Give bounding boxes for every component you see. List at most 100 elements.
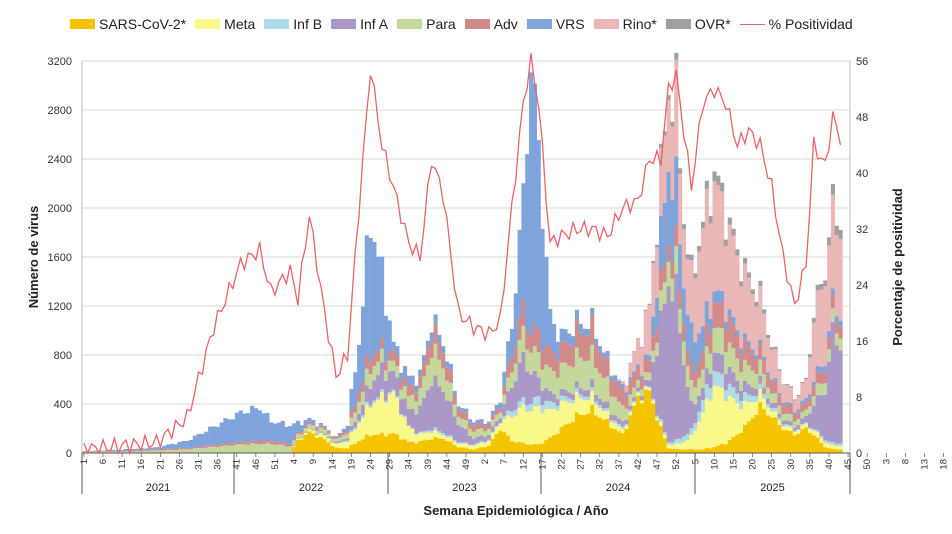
bar-segment: [548, 409, 552, 438]
bar-segment: [735, 330, 739, 336]
bar-segment: [315, 434, 319, 435]
bar-segment: [823, 280, 827, 286]
bar-segment: [456, 443, 460, 444]
bar-segment: [651, 351, 655, 362]
bar-segment: [90, 451, 94, 452]
bar-segment: [204, 446, 208, 448]
bar-segment: [334, 444, 338, 448]
bar-segment: [487, 435, 491, 440]
bar-segment: [823, 440, 827, 442]
bar-segment: [204, 448, 208, 453]
bar-segment: [418, 405, 422, 431]
bar-segment: [709, 216, 713, 224]
bar-segment: [621, 381, 625, 384]
bar-segment: [774, 349, 778, 378]
bar-segment: [743, 360, 747, 381]
bar-segment: [839, 327, 843, 339]
bar-segment: [307, 418, 311, 422]
year-label: 2021: [146, 482, 170, 494]
bar-segment: [697, 378, 701, 396]
bar-segment: [697, 422, 701, 450]
bar-segment: [495, 415, 499, 421]
bar-segment: [701, 388, 705, 400]
bar-segment: [770, 408, 774, 412]
bar-segment: [518, 442, 522, 453]
bar-segment: [613, 375, 617, 376]
bar-segment: [716, 445, 720, 453]
bar-segment: [498, 413, 502, 419]
bar-segment: [349, 389, 353, 411]
bar-segment: [300, 438, 304, 439]
bar-segment: [693, 387, 697, 404]
legend-item: Inf B: [264, 16, 322, 32]
week-tick-label: 3: [881, 459, 892, 464]
bar-segment: [548, 437, 552, 453]
bar-segment: [586, 336, 590, 361]
bar-segment: [407, 426, 411, 441]
bar-segment: [327, 434, 331, 437]
bar-segment: [372, 366, 376, 380]
bar-segment: [109, 451, 113, 452]
bar-segment: [330, 441, 334, 442]
bar-segment: [758, 384, 762, 389]
bar-segment: [277, 442, 281, 445]
bar-segment: [506, 415, 510, 435]
bar-segment: [709, 448, 713, 453]
bar-segment: [529, 353, 533, 374]
bar-segment: [445, 368, 449, 381]
bar-segment: [655, 245, 659, 248]
bar-segment: [571, 394, 575, 400]
bar-segment: [705, 448, 709, 453]
bar-segment: [411, 409, 415, 428]
bar-segment: [319, 428, 323, 432]
bar-segment: [395, 434, 399, 453]
bar-segment: [468, 429, 472, 436]
bar-segment: [693, 373, 697, 388]
bar-segment: [464, 413, 468, 420]
bar-segment: [334, 437, 338, 439]
bar-segment: [506, 341, 510, 365]
bar-segment: [208, 427, 212, 445]
bar-segment: [529, 404, 533, 411]
bar-segment: [583, 329, 587, 337]
bar-segment: [346, 442, 350, 449]
bar-segment: [560, 342, 564, 363]
bar-segment: [495, 405, 499, 410]
bar-segment: [518, 230, 522, 318]
bar-segment: [647, 373, 651, 381]
bar-segment: [697, 449, 701, 453]
bar-segment: [388, 351, 392, 361]
bar-segment: [502, 419, 506, 432]
bar-segment: [735, 336, 739, 358]
bar-segment: [674, 53, 678, 60]
bar-segment: [690, 428, 694, 435]
bar-segment: [720, 302, 724, 328]
bar-segment: [158, 450, 162, 451]
bar-segment: [774, 347, 778, 349]
bar-segment: [514, 410, 518, 416]
bar-segment: [292, 440, 296, 445]
bar-segment: [655, 418, 659, 421]
bar-segment: [307, 424, 311, 428]
legend-item: SARS-CoV-2*: [70, 16, 186, 32]
bar-segment: [418, 370, 422, 377]
bar-segment: [781, 424, 785, 426]
bar-segment: [388, 371, 392, 392]
bar-segment: [506, 378, 510, 392]
bar-segment: [781, 427, 785, 430]
bar-segment: [449, 383, 453, 401]
bar-segment: [414, 443, 418, 453]
bar-segment: [770, 411, 774, 417]
legend-item: OVR*: [666, 16, 731, 32]
bar-segment: [200, 448, 204, 453]
bar-segment: [705, 384, 709, 398]
bar-segment: [460, 419, 464, 427]
bar-segment: [533, 397, 537, 406]
bar-segment: [445, 441, 449, 453]
bar-segment: [602, 411, 606, 419]
bar-segment: [365, 402, 369, 405]
legend-label: VRS: [556, 16, 585, 32]
bar-segment: [586, 390, 590, 397]
bar-segment: [644, 372, 648, 380]
legend-label: % Positividad: [769, 16, 853, 32]
